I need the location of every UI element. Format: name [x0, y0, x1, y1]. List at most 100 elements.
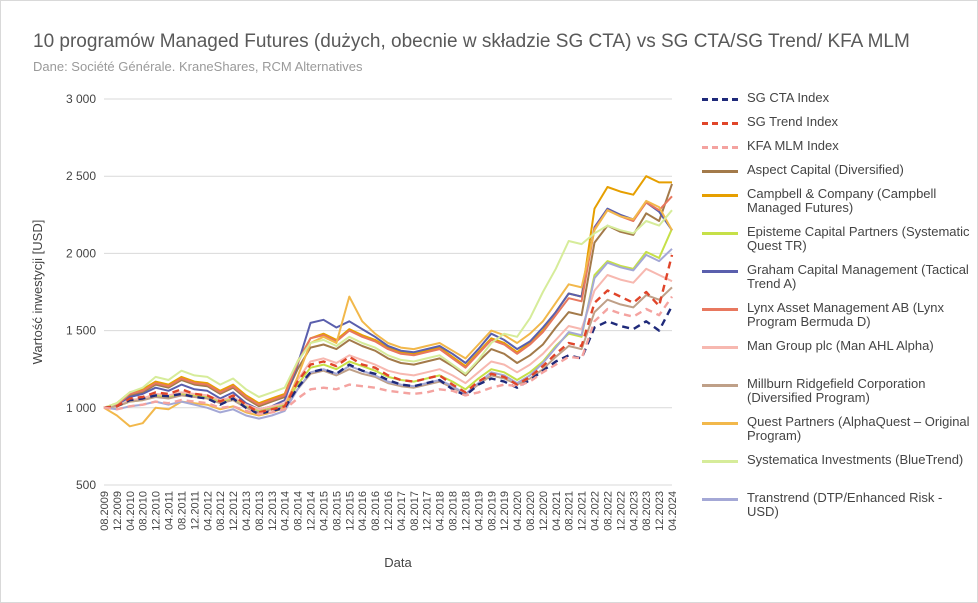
x-tick-label: 04.2024 [667, 491, 679, 531]
legend-swatch [702, 308, 738, 311]
x-tick-label: 08.2013 [254, 491, 266, 531]
legend-label: KFA MLM Index [747, 138, 839, 153]
legend-swatch [702, 384, 738, 387]
legend-label: SG CTA Index [747, 90, 830, 105]
x-tick-label: 04.2012 [202, 491, 214, 531]
legend-swatch [702, 194, 738, 197]
legend-item: Episteme Capital Partners (Systematic Qu… [702, 225, 970, 263]
legend-swatch [702, 146, 738, 149]
x-tick-label: 08.2017 [409, 491, 421, 531]
x-tick-label: 08.2011 [176, 491, 188, 530]
y-tick-label: 1 000 [66, 401, 96, 415]
legend-item: Graham Capital Management (Tactical Tren… [702, 263, 970, 301]
x-axis-title: Data [384, 555, 412, 570]
legend-label: Aspect Capital (Diversified) [747, 162, 904, 177]
x-tick-label: 04.2023 [628, 491, 640, 531]
x-tick-label: 12.2020 [538, 491, 550, 531]
x-tick-label: 04.2018 [435, 491, 447, 531]
legend-label: Transtrend (DTP/Enhanced Risk - USD) [747, 490, 943, 519]
legend-item: Millburn Ridgefield Corporation (Diversi… [702, 377, 970, 415]
x-tick-label: 12.2015 [344, 491, 356, 531]
chart-subtitle: Dane: Société Générale. KraneShares, RCM… [33, 59, 363, 74]
x-tick-label: 12.2013 [267, 491, 279, 531]
x-tick-label: 04.2011 [164, 491, 176, 530]
series-line-systematica-investments-bluetrend [103, 209, 673, 409]
x-tick-label: 04.2020 [512, 491, 524, 531]
legend-item: KFA MLM Index [702, 139, 970, 163]
legend-swatch [702, 98, 738, 101]
x-tick-label: 12.2018 [460, 491, 472, 531]
legend-item: Systematica Investments (BlueTrend) [702, 453, 970, 491]
x-tick-label: 08.2019 [486, 491, 498, 531]
chart-title: 10 programów Managed Futures (dużych, ob… [33, 31, 910, 52]
x-tick-label: 04.2014 [280, 491, 292, 531]
x-tick-label: 08.2016 [370, 491, 382, 531]
legend-label: Systematica Investments (BlueTrend) [747, 452, 964, 467]
legend-item: Man Group plc (Man AHL Alpha) [702, 339, 970, 377]
x-tick-label: 04.2016 [357, 491, 369, 531]
legend-item: Aspect Capital (Diversified) [702, 163, 970, 187]
x-tick-label: 08.2020 [525, 491, 537, 531]
legend-swatch [702, 170, 738, 173]
legend-swatch [702, 270, 738, 273]
series-line-sg-trend-index [103, 254, 674, 414]
legend-swatch [702, 122, 738, 125]
legend-swatch [702, 498, 738, 501]
x-tick-label: 08.2018 [448, 491, 460, 531]
x-tick-label: 12.2021 [577, 491, 589, 531]
legend-swatch [702, 460, 738, 463]
legend-item: Campbell & Company (Campbell Managed Fut… [702, 187, 970, 225]
series-line-transtrend-dtp-enhanced-risk-usd [103, 248, 673, 420]
x-tick-label: 12.2009 [112, 491, 124, 531]
series-line-aspect-capital-diversified [103, 183, 673, 409]
y-axis-title: Wartość inwestycji [USD] [30, 220, 45, 365]
legend-label: Lynx Asset Management AB (Lynx Program B… [747, 300, 945, 329]
legend-item: SG CTA Index [702, 91, 970, 115]
x-tick-label: 08.2010 [138, 491, 150, 531]
x-tick-label: 08.2012 [215, 491, 227, 531]
legend-item: SG Trend Index [702, 115, 970, 139]
series-line-episteme-capital-partners-systematic-quest-tr [103, 228, 673, 412]
x-tick-label: 04.2010 [125, 491, 137, 531]
y-tick-label: 2 000 [66, 246, 96, 260]
x-tick-label: 12.2016 [383, 491, 395, 531]
legend-label: Man Group plc (Man AHL Alpha) [747, 338, 934, 353]
x-tick-label: 12.2017 [422, 491, 434, 531]
series-line-lynx-asset-management-ab-lynx-program-bermuda-d [103, 195, 673, 409]
x-tick-label: 12.2023 [654, 491, 666, 531]
x-tick-label: 04.2021 [551, 491, 563, 531]
legend-label: Episteme Capital Partners (Systematic Qu… [747, 224, 970, 253]
x-tick-label: 08.2021 [564, 491, 576, 531]
series-line-sg-cta-index [103, 305, 674, 416]
legend-label: Campbell & Company (Campbell Managed Fut… [747, 186, 937, 215]
legend-swatch [702, 422, 738, 425]
series-line-quest-partners-alphaquest-original-program [103, 199, 673, 428]
x-tick-label: 04.2013 [241, 491, 253, 531]
series-line-graham-capital-management-tactical-trend-a [103, 201, 673, 411]
x-tick-label: 04.2019 [473, 491, 485, 531]
x-tick-label: 12.2011 [189, 491, 201, 530]
legend-swatch [702, 346, 738, 349]
x-tick-label: 12.2012 [228, 491, 240, 531]
legend-swatch [702, 232, 738, 235]
legend-item: Transtrend (DTP/Enhanced Risk - USD) [702, 491, 970, 529]
y-tick-label: 1 500 [66, 324, 96, 338]
legend-label: Quest Partners (AlphaQuest – Original Pr… [747, 414, 970, 443]
series-line-kfa-mlm-index [103, 295, 673, 416]
x-tick-label: 08.2015 [331, 491, 343, 531]
x-tick-label: 08.2023 [641, 491, 653, 531]
legend-label: Graham Capital Management (Tactical Tren… [747, 262, 969, 291]
x-tick-label: 12.2022 [615, 491, 627, 531]
y-tick-label: 3 000 [66, 92, 96, 106]
y-tick-label: 500 [76, 478, 96, 492]
x-tick-label: 04.2015 [318, 491, 330, 531]
chart-legend: SG CTA Index SG Trend Index KFA MLM Index A… [702, 91, 970, 529]
legend-item: Lynx Asset Management AB (Lynx Program B… [702, 301, 970, 339]
x-tick-label: 04.2017 [396, 491, 408, 531]
x-tick-label: 08.2022 [602, 491, 614, 531]
x-tick-label: 12.2014 [306, 491, 318, 531]
x-tick-label: 08.2009 [99, 491, 111, 531]
legend-item: Quest Partners (AlphaQuest – Original Pr… [702, 415, 970, 453]
